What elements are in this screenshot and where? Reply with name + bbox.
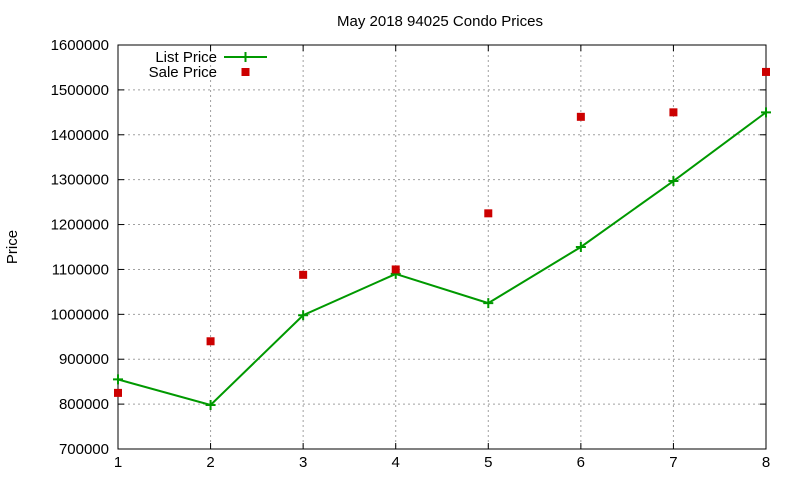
legend-item-sale-price: Sale Price <box>149 64 250 81</box>
x-tick-label: 2 <box>206 454 214 471</box>
axis-ticks: 700000 800000 900000 1000000 1100000 1200000 1… <box>51 37 771 471</box>
x-tick-label: 8 <box>762 454 770 471</box>
list-price-point <box>205 400 216 411</box>
sale-price-point <box>391 265 400 274</box>
list-price-point <box>483 298 494 309</box>
legend-label: List Price <box>155 49 217 66</box>
series-sale-price <box>114 67 770 397</box>
x-tick-label: 1 <box>114 454 122 471</box>
y-tick-label: 1500000 <box>51 82 109 99</box>
list-price-point <box>575 242 586 252</box>
y-axis-label: Price <box>4 230 21 264</box>
sale-price-point <box>484 209 493 218</box>
y-tick-label: 1600000 <box>51 37 109 54</box>
list-price-point <box>113 374 123 385</box>
legend-label: Sale Price <box>149 64 217 81</box>
sale-price-point <box>114 388 122 397</box>
sale-price-point <box>206 337 215 346</box>
list-price-point <box>668 176 679 187</box>
chart-title: May 2018 94025 Condo Prices <box>337 13 543 30</box>
y-tick-label: 1200000 <box>51 217 109 234</box>
x-tick-label: 3 <box>299 454 307 471</box>
x-tick-label: 4 <box>392 454 400 471</box>
sale-price-point <box>669 108 678 117</box>
y-tick-label: 1300000 <box>51 172 109 189</box>
x-tick-label: 5 <box>484 454 492 471</box>
legend-marker <box>240 52 251 62</box>
legend-item-list-price: List Price <box>155 49 267 66</box>
sale-price-point <box>299 270 308 279</box>
sale-price-point <box>576 112 585 121</box>
list-price-line <box>117 111 767 407</box>
list-price-point <box>298 310 309 321</box>
x-tick-label: 6 <box>577 454 585 471</box>
list-price-point <box>761 107 771 118</box>
legend-marker <box>241 68 250 76</box>
series-list-price <box>113 107 771 411</box>
y-tick-label: 800000 <box>59 396 109 413</box>
y-tick-label: 900000 <box>59 351 109 368</box>
grid <box>118 45 766 449</box>
plot-frame <box>117 44 767 450</box>
y-tick-label: 1100000 <box>52 261 109 278</box>
sale-price-point <box>762 67 770 76</box>
series <box>113 67 771 411</box>
y-tick-label: 1400000 <box>51 127 109 144</box>
y-tick-label: 700000 <box>59 441 109 458</box>
x-tick-label: 7 <box>669 454 677 471</box>
y-tick-label: 1000000 <box>51 306 109 323</box>
